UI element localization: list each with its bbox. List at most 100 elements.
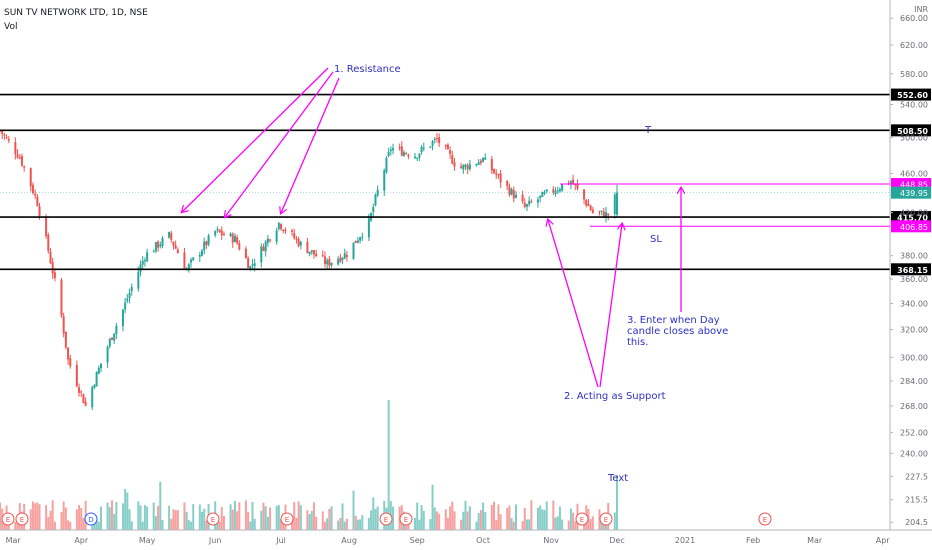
volume-bar xyxy=(137,501,140,530)
price-tick-label: 252.00 xyxy=(900,428,928,437)
candle-body xyxy=(477,162,480,165)
volume-bar xyxy=(541,509,544,530)
candle-body xyxy=(108,339,111,347)
event-marker-label: E xyxy=(763,516,767,524)
volume-bar xyxy=(482,502,485,530)
text-annotation: Text xyxy=(607,473,628,484)
volume-bar xyxy=(198,504,201,530)
volume-bar xyxy=(337,520,340,530)
event-marker-label: D xyxy=(88,516,93,524)
candle-body xyxy=(482,158,485,162)
volume-bar xyxy=(124,488,127,530)
candle-body xyxy=(499,173,502,183)
volume-bar xyxy=(460,519,463,530)
candle-body xyxy=(100,363,103,369)
candle-body xyxy=(600,210,603,212)
volume-bar xyxy=(75,509,78,530)
volume-bar xyxy=(449,506,452,530)
volume-bar xyxy=(561,519,564,530)
volume-bar xyxy=(574,521,577,530)
candle-body xyxy=(249,265,252,270)
volume-bar xyxy=(260,510,263,530)
volume-bar xyxy=(97,521,100,530)
volume-bar xyxy=(280,519,283,530)
price-tick-label: 268.00 xyxy=(900,402,928,411)
candle-body xyxy=(484,157,487,160)
volume-bar xyxy=(367,517,370,530)
candle-body xyxy=(170,232,173,240)
volume-bar xyxy=(435,511,438,530)
target-price-tag xyxy=(891,220,931,233)
level-price-label: 368.15 xyxy=(897,266,928,275)
volume-bar xyxy=(264,506,267,530)
resistance-arrow xyxy=(225,71,334,217)
candle-body xyxy=(137,271,140,289)
candle-body xyxy=(521,194,524,202)
volume-bar xyxy=(462,511,465,530)
volume-bar xyxy=(506,507,509,530)
time-label: May xyxy=(139,536,156,545)
candle-body xyxy=(38,206,41,217)
candle-body xyxy=(403,152,406,156)
level-price-tag xyxy=(891,263,931,276)
volume-bar xyxy=(106,502,109,530)
time-label: Mar xyxy=(807,536,823,545)
candle-body xyxy=(231,234,234,243)
candle-body xyxy=(47,234,50,252)
candle-body xyxy=(383,170,386,191)
candle-body xyxy=(569,181,572,184)
time-label: Nov xyxy=(543,536,559,545)
volume-bar xyxy=(269,507,272,530)
volume-bar xyxy=(146,506,149,530)
event-marker xyxy=(206,512,220,526)
price-tick-label: 580.00 xyxy=(900,70,928,79)
candle-body xyxy=(51,262,54,274)
candle-body xyxy=(497,174,500,176)
volume-bar xyxy=(190,521,193,530)
candle-body xyxy=(556,190,559,192)
currency-label: INR xyxy=(914,5,928,14)
candle-body xyxy=(446,144,449,150)
volume-bar xyxy=(168,505,171,530)
level-price-label: 415.70 xyxy=(897,214,928,223)
volume-bar xyxy=(141,521,144,530)
candle-body xyxy=(216,229,219,231)
volume-bar xyxy=(80,508,83,530)
candle-body xyxy=(266,238,269,243)
volume-bar xyxy=(36,502,39,530)
volume-bar xyxy=(128,509,131,530)
volume-bar xyxy=(64,507,67,530)
candle-body xyxy=(330,262,333,266)
candle-body xyxy=(264,241,267,252)
candle-body xyxy=(275,230,278,242)
candle-body xyxy=(220,230,223,236)
entry-annotation-line: candle closes above xyxy=(627,326,728,337)
volume-bar xyxy=(312,502,315,530)
candle-body xyxy=(93,385,96,388)
candle-body xyxy=(172,241,175,246)
candle-body xyxy=(176,249,179,254)
volume-bar xyxy=(376,506,379,530)
volume-bar xyxy=(192,504,195,530)
candle-body xyxy=(229,233,232,236)
volume-bar xyxy=(323,521,326,530)
candle-body xyxy=(236,237,239,244)
volume-bar xyxy=(95,518,98,530)
candle-body xyxy=(247,258,250,268)
volume-bar xyxy=(34,503,37,530)
volume-bar xyxy=(47,516,50,530)
volume-bar xyxy=(251,501,254,530)
candle-body xyxy=(115,325,118,334)
resistance-arrow xyxy=(281,77,340,213)
volume-bar xyxy=(558,506,561,530)
price-tick-label: 204.5 xyxy=(905,518,928,527)
candle-body xyxy=(523,202,526,207)
candle-body xyxy=(205,241,208,245)
time-label: Feb xyxy=(746,536,760,545)
candle-body xyxy=(354,240,357,243)
candle-body xyxy=(493,169,496,174)
volume-bar xyxy=(477,512,480,530)
volume-bar xyxy=(67,520,70,530)
volume-bar xyxy=(328,508,331,530)
